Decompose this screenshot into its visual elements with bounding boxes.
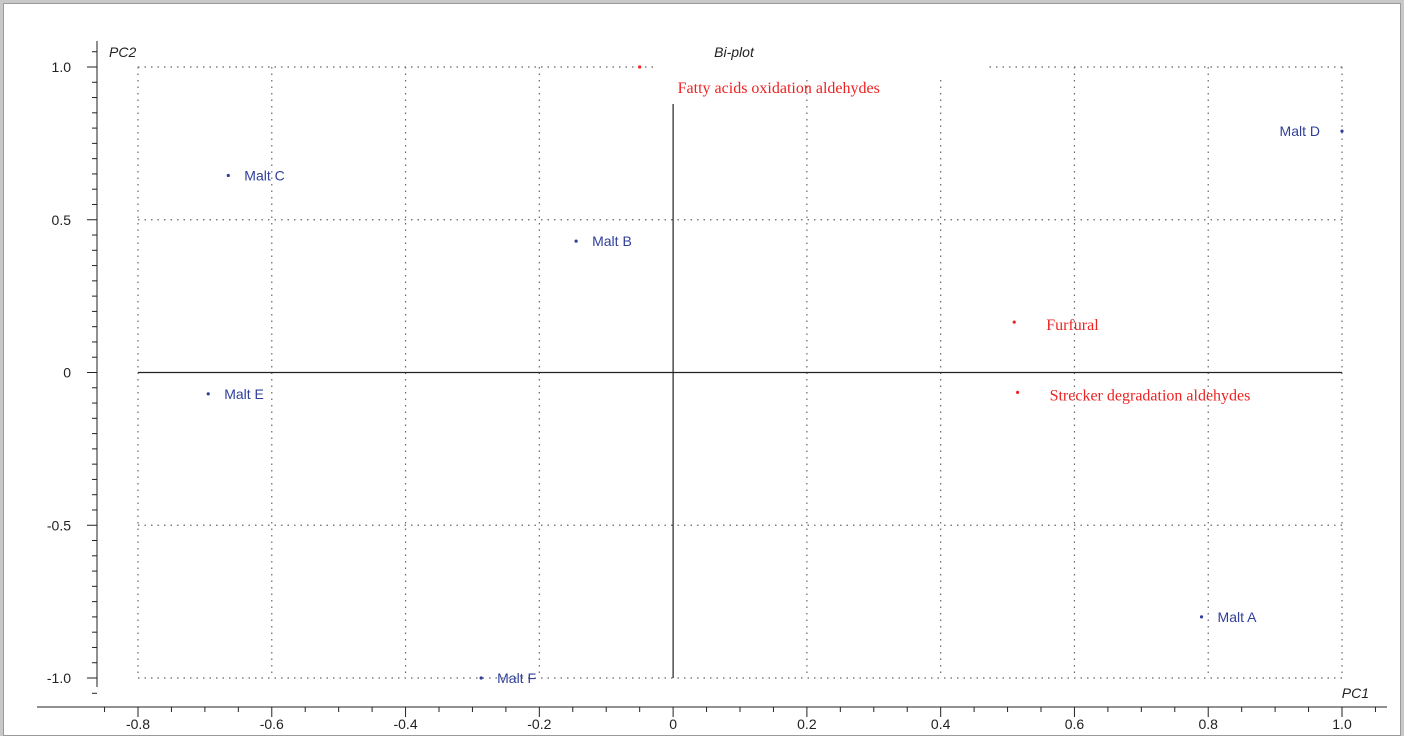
x-tick-label: -0.4	[393, 716, 417, 732]
x-tick-label: 0.2	[797, 716, 817, 732]
x-tick-label: -0.6	[260, 716, 284, 732]
chart-title: Bi-plot	[714, 44, 755, 60]
sample-label: Malt D	[1280, 123, 1320, 139]
sample-point	[574, 239, 578, 243]
sample-point	[1199, 615, 1204, 619]
y-axis-label: PC2	[109, 44, 136, 60]
variable-point	[638, 65, 642, 69]
x-tick-label: 1.0	[1332, 716, 1352, 732]
y-tick-label: 0.5	[52, 212, 72, 228]
sample-point	[226, 173, 230, 178]
x-tick-label: 0.4	[931, 716, 951, 732]
grid-lines	[137, 59, 1343, 679]
sample-label: Malt A	[1218, 609, 1258, 625]
axes	[37, 41, 1387, 717]
variable-point	[1012, 320, 1016, 324]
sample-point	[1340, 129, 1344, 133]
y-tick-label: 1.0	[52, 59, 72, 75]
y-tick-label: 0	[63, 365, 71, 381]
x-tick-label: 0	[669, 716, 677, 732]
x-tick-label: 0.6	[1065, 716, 1085, 732]
x-tick-label: 0.8	[1198, 716, 1218, 732]
x-tick-label: -0.8	[126, 716, 150, 732]
x-tick-label: -0.2	[527, 716, 551, 732]
sample-label: Malt E	[224, 386, 264, 402]
y-tick-label: -0.5	[47, 517, 71, 533]
y-tick-label: -1.0	[47, 670, 71, 686]
sample-point	[206, 392, 210, 396]
sample-point	[479, 676, 483, 680]
sample-label: Malt B	[592, 233, 632, 249]
variable-label: Furfural	[1046, 317, 1099, 334]
sample-label: Malt C	[244, 167, 284, 183]
title-gap	[658, 59, 988, 75]
variable-label: Strecker degradation aldehydes	[1050, 387, 1251, 404]
biplot-chart: -0.8 -0.6 -0.4 -0.2 0 0.2 0.4 0.6 0.8 1.0 1.0 0.5 0 -…	[37, 41, 1387, 732]
variable-point	[1015, 390, 1020, 394]
sample-label: Malt F	[497, 670, 536, 686]
chart-frame: -0.8 -0.6 -0.4 -0.2 0 0.2 0.4 0.6 0.8 1.0 1.0 0.5 0 -…	[3, 3, 1401, 736]
x-axis-label: PC1	[1342, 685, 1369, 701]
tick-labels: -0.8 -0.6 -0.4 -0.2 0 0.2 0.4 0.6 0.8 1.0 1.0 0.5 0 -…	[47, 59, 1352, 732]
data-points: Malt A Malt B Malt C Malt D Malt E Malt F Fatt…	[206, 65, 1344, 686]
variable-label: Fatty acids oxidation aldehydes	[678, 80, 880, 97]
